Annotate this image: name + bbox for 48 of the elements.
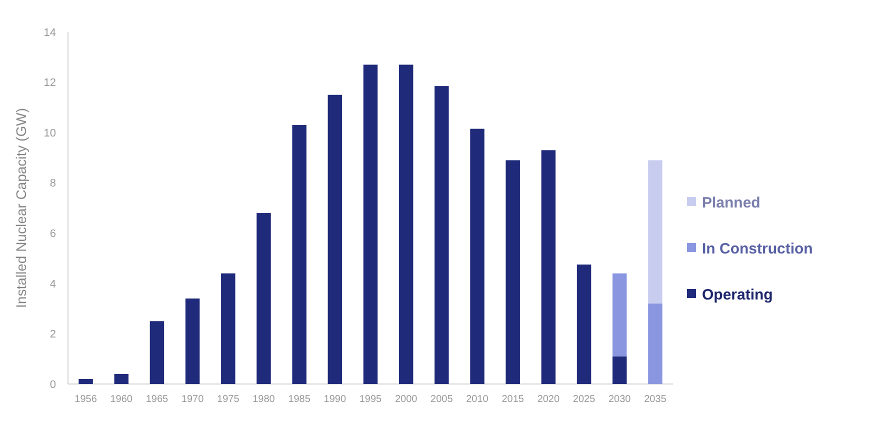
x-tick-label: 1990 — [324, 394, 346, 405]
legend-label: Operating — [702, 286, 773, 304]
bar — [78, 378, 93, 384]
legend-label: In Construction — [702, 240, 813, 258]
x-tick-label: 1995 — [359, 394, 382, 405]
bar — [541, 150, 556, 384]
x-tick-label: 2005 — [430, 394, 454, 405]
legend-label: Planned — [702, 194, 760, 212]
bar — [114, 374, 128, 384]
y-tick-label: 0 — [50, 378, 56, 391]
x-tick-label: 1985 — [288, 394, 311, 405]
x-tick-label: 2015 — [502, 394, 524, 405]
bar — [612, 356, 627, 384]
y-tick-label: 4 — [50, 278, 56, 290]
bar — [292, 125, 306, 384]
bar — [150, 321, 164, 384]
bar — [185, 298, 200, 384]
y-tick-label: 8 — [50, 178, 56, 190]
x-tick-label: 2010 — [466, 394, 489, 405]
bar — [434, 86, 449, 384]
bar — [576, 264, 592, 384]
x-tick-label: 2000 — [394, 394, 418, 405]
bar — [398, 64, 414, 384]
x-tick-label: 1965 — [146, 394, 169, 405]
bar — [506, 160, 520, 384]
x-tick-label: 1975 — [217, 394, 240, 405]
x-tick-label: 2025 — [572, 394, 596, 405]
x-tick-label: 1970 — [181, 394, 204, 405]
bar — [256, 213, 271, 384]
x-tick-label: 1960 — [110, 394, 133, 405]
y-tick-label: 10 — [44, 127, 56, 140]
x-tick-label: 2030 — [608, 394, 632, 405]
bar — [648, 304, 662, 384]
bar — [470, 128, 484, 384]
bar — [363, 64, 378, 384]
x-tick-label: 1956 — [74, 394, 98, 405]
bar — [612, 273, 627, 356]
y-tick-label: 12 — [44, 77, 56, 90]
bar — [221, 273, 236, 384]
bar — [648, 160, 662, 304]
x-tick-label: 2035 — [644, 394, 667, 405]
y-tick-label: 6 — [50, 228, 56, 240]
y-tick-label: 14 — [44, 26, 56, 39]
y-tick-label: 2 — [50, 328, 56, 341]
x-tick-label: 1980 — [252, 394, 276, 405]
x-tick-label: 2020 — [537, 394, 560, 405]
bar — [328, 94, 342, 384]
y-axis-title: Installed Nuclear Capacity (GW) — [13, 108, 29, 308]
